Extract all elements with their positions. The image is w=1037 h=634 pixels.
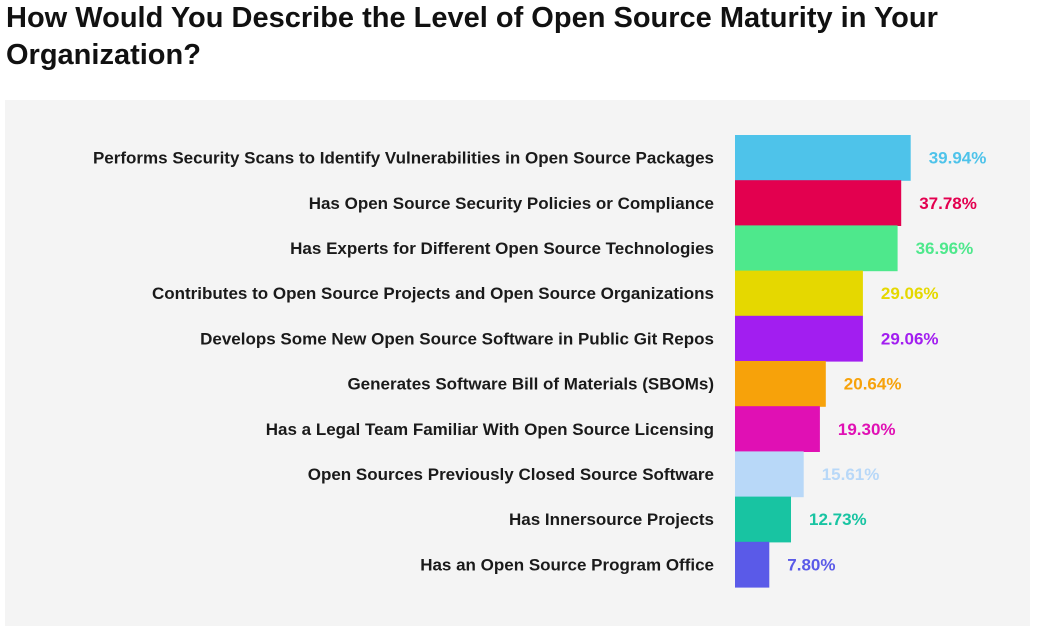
category-label-1: Performs Security Scans to Identify Vuln… bbox=[93, 149, 714, 168]
value-label-4: 29.06% bbox=[881, 284, 939, 303]
category-label-2: Has Open Source Security Policies or Com… bbox=[309, 194, 714, 213]
category-label-3: Has Experts for Different Open Source Te… bbox=[290, 239, 714, 258]
value-label-5: 29.06% bbox=[881, 329, 939, 348]
bar-3 bbox=[735, 225, 898, 272]
value-label-3: 36.96% bbox=[916, 239, 974, 258]
bar-1 bbox=[735, 135, 911, 181]
bar-2 bbox=[735, 180, 902, 226]
value-label-10: 7.80% bbox=[787, 555, 835, 574]
value-label-2: 37.78% bbox=[919, 194, 977, 213]
category-label-10: Has an Open Source Program Office bbox=[420, 555, 714, 574]
bar-5 bbox=[735, 315, 863, 362]
bar-6 bbox=[735, 361, 826, 407]
bar-7 bbox=[735, 406, 820, 452]
value-label-1: 39.94% bbox=[929, 149, 987, 168]
category-label-6: Generates Software Bill of Materials (SB… bbox=[347, 375, 714, 394]
value-label-8: 15.61% bbox=[822, 465, 880, 484]
category-label-9: Has Innersource Projects bbox=[509, 510, 714, 529]
bar-10 bbox=[735, 541, 770, 588]
category-label-7: Has a Legal Team Familiar With Open Sour… bbox=[266, 420, 714, 439]
bar-8 bbox=[735, 451, 804, 498]
value-label-6: 20.64% bbox=[844, 375, 902, 394]
bar-9 bbox=[735, 496, 791, 543]
category-label-8: Open Sources Previously Closed Source So… bbox=[308, 465, 714, 484]
category-label-4: Contributes to Open Source Projects and … bbox=[152, 284, 714, 303]
bar-4 bbox=[735, 270, 863, 317]
chart-title: How Would You Describe the Level of Open… bbox=[6, 2, 938, 71]
value-label-9: 12.73% bbox=[809, 510, 867, 529]
value-label-7: 19.30% bbox=[838, 420, 896, 439]
category-label-5: Develops Some New Open Source Software i… bbox=[200, 329, 714, 348]
